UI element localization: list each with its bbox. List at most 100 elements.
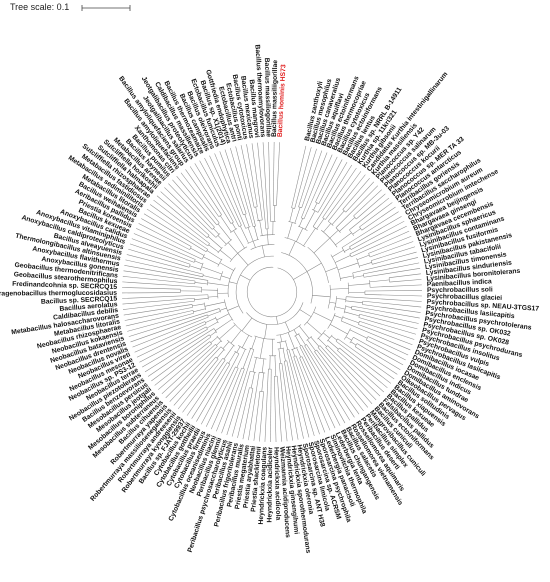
clade-arc: [227, 267, 236, 298]
leaf-branch: [191, 362, 228, 419]
leaf-branch: [158, 343, 212, 390]
internal-branch: [342, 316, 360, 324]
clade-arc: [254, 356, 267, 360]
leaf-branch: [122, 276, 195, 285]
internal-branch: [193, 308, 206, 313]
clade-arc: [206, 280, 209, 286]
leaf-branch: [273, 376, 277, 442]
internal-branch: [201, 266, 222, 275]
internal-branch: [335, 306, 346, 310]
leaf-branch: [214, 153, 246, 229]
leaf-branch: [328, 174, 366, 222]
leaf-branch: [359, 320, 415, 340]
leaf-branch: [318, 159, 343, 204]
clade-arc: [307, 246, 329, 283]
leaf-branch: [264, 369, 269, 442]
leaf-branch: [128, 248, 190, 268]
leaf-branch: [272, 142, 275, 206]
internal-branch: [267, 234, 269, 245]
leaf-branch: [372, 251, 417, 265]
leaf-branch: [314, 351, 360, 415]
internal-branch: [289, 208, 294, 222]
leaf-branch: [353, 189, 382, 217]
leaf-branch: [134, 321, 206, 353]
clade-arc: [326, 334, 333, 342]
internal-branch: [329, 229, 339, 239]
clade-arc: [284, 360, 287, 362]
leaf-branch: [301, 345, 346, 424]
clade-arc: [349, 229, 354, 236]
internal-branch: [287, 332, 295, 349]
internal-branch: [203, 256, 219, 265]
leaf-branch: [240, 145, 255, 208]
clade-arc: [321, 229, 338, 248]
leaf-branch: [125, 310, 194, 327]
clade-arc: [354, 343, 358, 347]
internal-branch: [295, 335, 301, 346]
leaf-branch: [371, 246, 416, 261]
leaf-label: Bacillus aerolatus: [59, 301, 118, 313]
leaf-branch: [224, 149, 247, 214]
internal-branch: [241, 335, 250, 348]
internal-branch: [219, 307, 227, 311]
internal-branch: [261, 245, 265, 257]
internal-branch: [344, 247, 351, 252]
internal-branch: [335, 255, 351, 263]
internal-branch: [306, 321, 322, 335]
leaf-branch: [205, 366, 236, 427]
internal-branch: [221, 275, 231, 279]
leaf-branch: [389, 273, 421, 278]
clade-arc: [358, 314, 360, 318]
clade-arc: [303, 306, 317, 326]
leaf-label: Paenibacillus indica: [427, 278, 492, 288]
internal-branch: [207, 282, 229, 287]
leaf-branch: [246, 144, 258, 207]
leaf-branch: [359, 313, 418, 330]
internal-branch: [335, 232, 352, 246]
leaf-branch: [221, 368, 245, 434]
clade-arc: [254, 335, 276, 340]
leaf-branch: [147, 334, 210, 377]
leaf-branch: [185, 169, 219, 217]
clade-arc: [214, 316, 219, 324]
clade-arc: [277, 340, 287, 343]
leaf-label: Psychrobacillus glaciei: [427, 293, 502, 302]
leaf-branch: [125, 259, 203, 278]
leaf-branch: [349, 197, 390, 231]
internal-branch: [294, 207, 301, 224]
internal-branch: [327, 340, 339, 350]
leaf-branch: [278, 363, 288, 442]
leaf-branch: [186, 359, 226, 416]
clade-arc: [347, 282, 349, 295]
leaf-branch: [204, 157, 240, 227]
leaf-branch: [327, 345, 381, 397]
internal-branch: [236, 346, 241, 353]
internal-branch: [255, 206, 259, 221]
leaf-branch: [277, 376, 282, 442]
internal-branch: [207, 236, 222, 249]
internal-branch: [228, 351, 236, 364]
internal-branch: [288, 241, 296, 256]
leaf-label: Heyndrickxia acidiceler: [266, 447, 274, 523]
clade-arc: [218, 214, 222, 217]
internal-branch: [344, 311, 360, 317]
internal-branch: [242, 348, 251, 369]
clade-arc: [317, 345, 321, 348]
leaf-branch: [349, 225, 407, 255]
clade-arc: [322, 217, 326, 220]
internal-branch: [240, 274, 251, 281]
clade-arc: [284, 237, 306, 248]
leaf-branch: [356, 193, 386, 220]
internal-branch: [330, 324, 348, 335]
clade-arc: [220, 346, 226, 351]
internal-branch: [369, 279, 390, 283]
leaf-branch: [362, 304, 421, 313]
internal-branch: [254, 226, 259, 240]
clade-arc: [233, 322, 253, 338]
clade-arc: [351, 306, 353, 310]
leaf-branch: [315, 156, 338, 203]
leaf-branch: [136, 228, 203, 260]
leaf-branch: [368, 236, 412, 254]
internal-branch: [259, 220, 263, 236]
leaf-branch: [160, 191, 210, 236]
